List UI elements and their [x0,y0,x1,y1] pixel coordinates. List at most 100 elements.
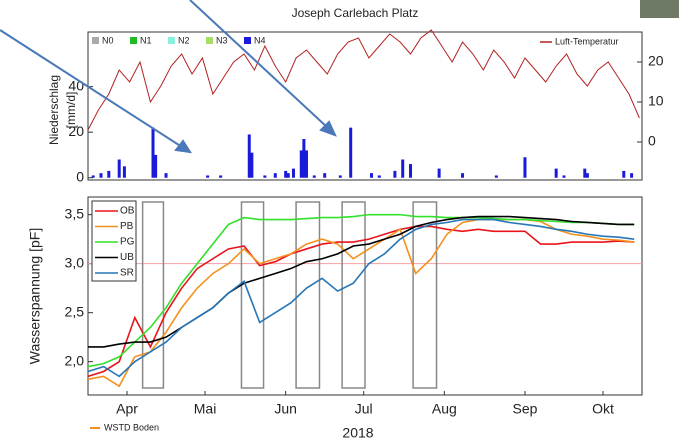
legend-label: OB [120,206,135,217]
precip-bar [107,170,111,178]
legend-label: SR [120,268,134,279]
precip-bar [154,154,158,178]
precip-bar [630,173,634,178]
precip-bar [164,173,168,178]
series-line [87,218,635,388]
y2-tick-label: 20 [648,53,664,69]
precip-bar [291,168,295,178]
precip-bar [122,166,126,178]
bottom-frame [87,196,643,396]
y-tick-label: 20 [68,123,84,139]
precip-bar [323,173,327,178]
precip-bar [99,173,103,178]
x-tick-label: Aug [432,401,457,417]
legend-label: N0 [102,35,114,45]
x-tick-label: Sep [512,401,537,417]
x-tick-label: Apr [116,401,138,417]
y-tick-label: 3,5 [65,205,85,221]
precip-bar [554,168,558,178]
precip-bar [247,134,251,178]
precip-bar [338,175,342,178]
y-tick-label: 0 [76,168,84,184]
highlight-box [240,201,265,389]
arrow-head [174,139,193,154]
arrow-head [319,120,337,137]
precip-bar [206,175,210,178]
legend-label: N3 [216,35,228,45]
precip-bar [263,175,267,178]
x-tick-label: Jul [355,401,373,417]
precip-bar [151,127,155,178]
series-line [87,213,635,368]
precip-bar [299,150,303,178]
x-tick-label: Mai [194,401,217,417]
temperature-line [87,29,640,131]
highlight-box [341,201,366,389]
precip-bar [284,170,288,178]
precip-bar [401,159,405,178]
precip-bar [377,175,381,178]
legend-label: Luft-Temperatur [555,36,619,46]
x-tick-label: Jun [274,401,297,417]
precip-bar [393,170,397,178]
x-tick-label: Okt [592,401,614,417]
precip-bar [349,127,353,178]
precip-bar [302,139,306,178]
y2-tick-label: 10 [648,93,664,109]
precip-bar [312,175,316,178]
legend-label: N1 [140,35,152,45]
y-tick-label: 3,0 [65,254,85,270]
precip-bar [461,173,465,178]
precip-bar [304,150,308,178]
series-line [87,218,635,378]
precip-bar [91,175,95,178]
precip-bar [117,159,121,178]
arrows [0,0,337,154]
photo-corner [640,0,679,18]
y-tick-label: 2,5 [65,303,85,319]
legend-label: N2 [178,35,190,45]
highlight-box [412,201,438,389]
precip-bar [562,175,566,178]
y-axis-label: Niederschlag [47,75,61,145]
y2-tick-label: 0 [648,133,656,149]
precip-bar [409,164,413,178]
legend-label: UB [120,252,134,263]
precip-bar [250,152,254,178]
x-axis-label: 2018 [342,425,373,441]
chart-title: Joseph Carlebach Platz [292,6,419,20]
footnote: WSTD Boden [104,422,159,432]
highlight-box [141,201,165,389]
bottom-panel: 2,0 2,5 3,0 3,5 Apr Mai Jun Jul Aug Sep Okt OB PB PG U… [65,200,642,417]
precip-bar [273,173,277,178]
precip-bar [583,168,587,178]
precip-bar [585,173,589,178]
legend-box [91,200,137,282]
precip-bar [622,170,626,178]
precip-bar [286,173,290,178]
top-frame [87,31,643,181]
legend-label: PB [120,221,134,232]
precip-bar [370,173,374,178]
legend-swatch [168,37,175,44]
precip-bar [219,175,223,178]
arrow [189,0,329,129]
precip-bar [437,168,441,178]
y-axis-label: [mm/d] [64,92,78,129]
legend-swatch [130,37,137,44]
legend-label: PG [120,237,135,248]
arrow [0,29,183,148]
precip-bar [523,157,527,178]
y-tick-label: 2,0 [65,352,85,368]
legend-swatch [244,37,251,44]
precip-bar [494,175,498,178]
legend-label: N4 [254,35,266,45]
y-axis-label: Wasserspannung [pF] [27,228,43,364]
series-line [87,225,635,378]
legend-swatch [206,37,213,44]
highlight-box [295,201,321,389]
legend-swatch [92,37,99,44]
